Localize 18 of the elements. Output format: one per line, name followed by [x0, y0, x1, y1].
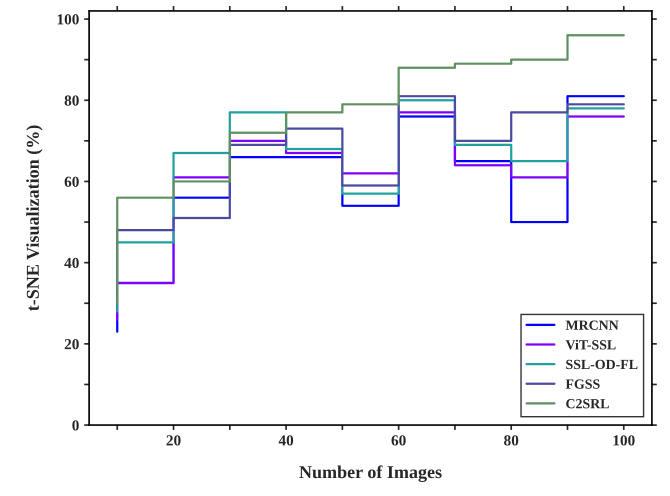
y-tick-label: 0 — [72, 420, 79, 431]
y-tick-label: 80 — [64, 95, 79, 106]
x-tick-label: 20 — [166, 435, 181, 446]
x-tick-label: 80 — [504, 435, 518, 446]
y-tick-label: 40 — [64, 258, 79, 268]
legend-label: FGSS — [566, 379, 600, 389]
y-tick-label: 60 — [64, 176, 79, 187]
legend-label: ViT-SSL — [566, 340, 616, 350]
y-axis-title: t-SNE Visualization (%) — [26, 125, 43, 311]
x-axis-title: Number of Images — [299, 465, 442, 482]
legend-label: SSL-OD-FL — [566, 360, 638, 370]
legend-label: MRCNN — [566, 320, 619, 330]
legend-label: C2SRL — [566, 399, 609, 408]
x-tick-label: 100 — [614, 435, 635, 446]
y-tick-label: 20 — [64, 339, 79, 350]
x-tick-label: 40 — [278, 435, 294, 446]
x-tick-label: 60 — [392, 435, 406, 446]
y-tick-label: 100 — [58, 14, 79, 24]
